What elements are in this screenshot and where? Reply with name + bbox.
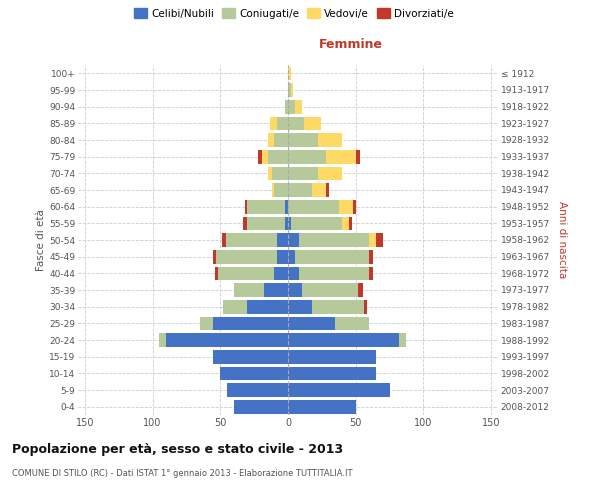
Bar bbox=[299, 266, 369, 280]
Bar bbox=[285, 100, 288, 114]
Bar bbox=[288, 283, 302, 297]
Bar bbox=[288, 83, 291, 97]
Bar bbox=[340, 200, 353, 213]
Bar bbox=[214, 316, 288, 330]
Bar bbox=[227, 383, 288, 397]
Bar bbox=[288, 383, 389, 397]
Bar bbox=[268, 133, 274, 147]
Bar bbox=[364, 300, 367, 314]
Bar bbox=[358, 283, 362, 297]
Bar bbox=[247, 216, 285, 230]
Bar bbox=[369, 233, 376, 247]
Bar bbox=[159, 333, 166, 347]
Bar bbox=[288, 300, 313, 314]
Bar bbox=[318, 166, 342, 180]
Bar bbox=[226, 233, 277, 247]
Bar bbox=[288, 216, 291, 230]
Text: Femmine: Femmine bbox=[319, 38, 383, 51]
Bar bbox=[166, 333, 288, 347]
Bar bbox=[245, 200, 247, 213]
Bar bbox=[288, 150, 326, 164]
Bar bbox=[218, 266, 274, 280]
Bar bbox=[291, 83, 293, 97]
Bar bbox=[288, 183, 313, 197]
Bar bbox=[288, 233, 299, 247]
Bar bbox=[295, 250, 369, 264]
Bar bbox=[369, 250, 373, 264]
Y-axis label: Anni di nascita: Anni di nascita bbox=[557, 202, 566, 278]
Bar bbox=[342, 216, 349, 230]
Bar bbox=[268, 150, 288, 164]
Bar bbox=[349, 216, 352, 230]
Bar bbox=[263, 283, 288, 297]
Bar bbox=[353, 200, 356, 213]
Bar bbox=[288, 250, 295, 264]
Bar bbox=[291, 216, 342, 230]
Bar bbox=[288, 100, 295, 114]
Bar bbox=[214, 350, 288, 364]
Text: Popolazione per età, sesso e stato civile - 2013: Popolazione per età, sesso e stato civil… bbox=[12, 442, 343, 456]
Bar bbox=[299, 233, 369, 247]
Bar bbox=[399, 333, 406, 347]
Bar bbox=[215, 266, 218, 280]
Bar bbox=[288, 316, 335, 330]
Bar bbox=[243, 216, 247, 230]
Bar bbox=[214, 250, 216, 264]
Bar bbox=[369, 266, 373, 280]
Bar bbox=[288, 116, 304, 130]
Bar bbox=[302, 283, 358, 297]
Bar bbox=[288, 366, 376, 380]
Bar bbox=[376, 233, 383, 247]
Bar bbox=[288, 400, 356, 413]
Bar bbox=[288, 166, 318, 180]
Bar bbox=[288, 350, 376, 364]
Bar bbox=[268, 166, 272, 180]
Bar bbox=[223, 300, 247, 314]
Bar bbox=[274, 183, 288, 197]
Bar bbox=[326, 183, 329, 197]
Y-axis label: Fasce di età: Fasce di età bbox=[36, 209, 46, 271]
Bar bbox=[326, 150, 356, 164]
Bar bbox=[277, 250, 288, 264]
Bar bbox=[356, 150, 360, 164]
Bar bbox=[288, 200, 340, 213]
Bar bbox=[277, 233, 288, 247]
Bar bbox=[258, 150, 262, 164]
Bar bbox=[288, 266, 299, 280]
Bar bbox=[247, 200, 285, 213]
Bar bbox=[200, 316, 214, 330]
Bar bbox=[274, 133, 288, 147]
Bar bbox=[272, 183, 274, 197]
Bar bbox=[288, 66, 291, 80]
Bar bbox=[285, 216, 288, 230]
Bar bbox=[221, 233, 226, 247]
Bar bbox=[274, 266, 288, 280]
Bar bbox=[318, 133, 342, 147]
Bar bbox=[262, 150, 268, 164]
Legend: Celibi/Nubili, Coniugati/e, Vedovi/e, Divorziati/e: Celibi/Nubili, Coniugati/e, Vedovi/e, Di… bbox=[133, 6, 455, 20]
Text: COMUNE DI STILO (RC) - Dati ISTAT 1° gennaio 2013 - Elaborazione TUTTITALIA.IT: COMUNE DI STILO (RC) - Dati ISTAT 1° gen… bbox=[12, 469, 353, 478]
Bar bbox=[272, 166, 288, 180]
Bar bbox=[220, 366, 288, 380]
Bar bbox=[285, 200, 288, 213]
Bar bbox=[295, 100, 302, 114]
Bar bbox=[335, 316, 369, 330]
Bar bbox=[247, 300, 288, 314]
Bar bbox=[313, 300, 364, 314]
Bar bbox=[271, 116, 277, 130]
Bar bbox=[288, 333, 399, 347]
Bar bbox=[313, 183, 326, 197]
Bar bbox=[304, 116, 320, 130]
Bar bbox=[216, 250, 277, 264]
Bar bbox=[234, 400, 288, 413]
Bar bbox=[234, 283, 263, 297]
Bar bbox=[277, 116, 288, 130]
Bar bbox=[288, 133, 318, 147]
